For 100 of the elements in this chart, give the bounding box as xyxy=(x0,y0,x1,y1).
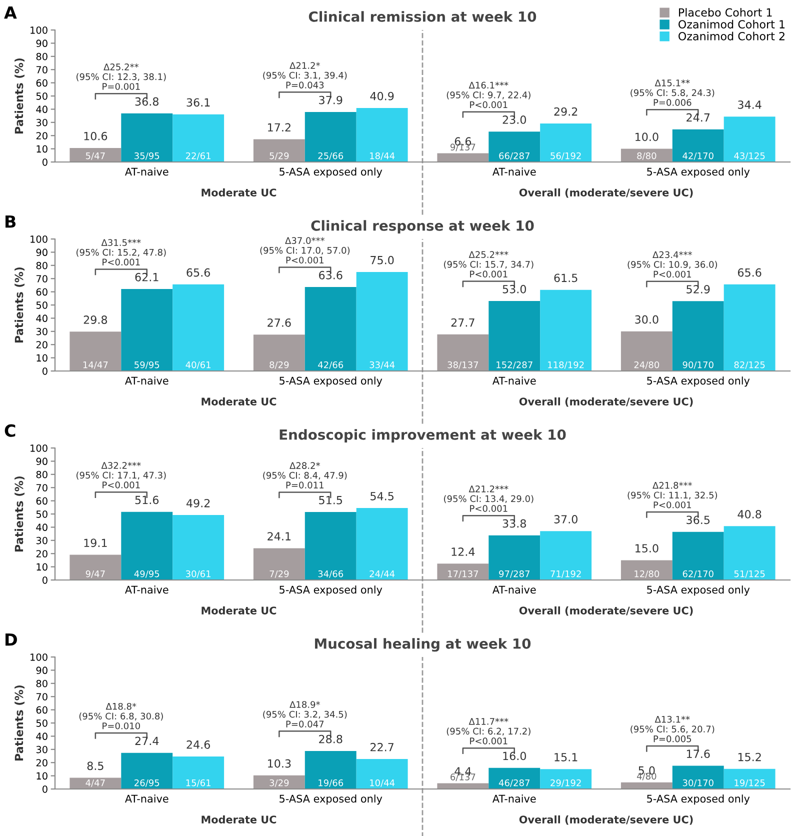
annotation: 9/137 xyxy=(450,144,476,152)
y-tick-label: 60 xyxy=(36,288,48,296)
data-label: 12.4 xyxy=(452,548,475,556)
annotation: 8/80 xyxy=(637,152,656,160)
bar xyxy=(540,123,592,162)
data-label: 63.6 xyxy=(319,270,342,280)
data-label: 23.0 xyxy=(502,116,526,124)
y-tick-label: 10 xyxy=(36,563,48,571)
annotation: 26/95 xyxy=(134,779,160,787)
x-tick-label: 5-ASA exposed only xyxy=(280,376,382,387)
annotation: Δ18.9* (95% CI: 3.2, 34.5) P=0.047 xyxy=(263,701,347,728)
x-tick-label: AT-naive xyxy=(492,168,536,176)
bar xyxy=(121,752,173,789)
annotation: 6/137 xyxy=(450,774,476,782)
bar xyxy=(724,768,776,789)
data-label: 19.1 xyxy=(84,538,107,548)
legend-label: Ozanimod Cohort 2 xyxy=(678,32,784,40)
x-tick-label: AT-naive xyxy=(124,586,168,594)
data-label: 17.2 xyxy=(268,123,290,132)
data-label: 51.6 xyxy=(135,496,159,504)
annotation: 5/29 xyxy=(270,152,289,160)
y-tick-label: 40 xyxy=(36,732,48,740)
bar xyxy=(356,759,408,789)
y-tick-label: 100 xyxy=(30,235,48,243)
x-tick-label: 5-ASA exposed only xyxy=(647,168,750,178)
y-tick-label: 70 xyxy=(36,693,48,700)
x-tick-label: 5-ASA exposed only xyxy=(647,794,750,805)
bar xyxy=(356,508,408,580)
bar xyxy=(437,153,489,162)
annotation: 35/95 xyxy=(134,152,160,160)
bar xyxy=(672,766,724,789)
y-tick-label: 80 xyxy=(36,680,48,688)
data-label: 29.2 xyxy=(554,107,578,116)
data-label: 54.5 xyxy=(370,492,394,500)
data-label: 16.0 xyxy=(503,752,526,760)
data-label: 24.7 xyxy=(686,113,710,122)
y-tick-label: 10 xyxy=(36,772,48,780)
annotation: Δ32.2*** (95% CI: 17.1, 47.3) P<0.001 xyxy=(76,462,166,488)
y-tick-label: 60 xyxy=(36,497,48,505)
text: Overall (moderate/severe UC) xyxy=(519,606,693,616)
data-label: 6.6 xyxy=(454,137,472,146)
bar xyxy=(121,113,173,162)
annotation: 3/29 xyxy=(270,779,289,787)
annotation: 25/66 xyxy=(318,152,344,160)
text: Overall (moderate/severe UC) xyxy=(519,188,693,198)
y-tick-label: 10 xyxy=(36,145,48,153)
annotation: 38/137 xyxy=(448,361,478,369)
data-label: 17.6 xyxy=(686,750,710,758)
bar xyxy=(540,531,592,580)
bar xyxy=(121,512,173,580)
annotation: 22/61 xyxy=(186,152,210,160)
annotation: 66/287 xyxy=(499,152,530,160)
y-axis-title: Patients (%) xyxy=(14,476,24,552)
annotation: Δ31.5*** (95% CI: 15.2, 47.8) P<0.001 xyxy=(76,239,166,266)
chart-title: Endoscopic improvement at week 10 xyxy=(280,429,566,443)
annotation: 42/66 xyxy=(318,361,344,369)
bar xyxy=(121,289,173,371)
text: Moderate UC xyxy=(202,815,276,824)
y-tick-label: 40 xyxy=(36,314,48,322)
y-tick-label: 0 xyxy=(42,158,48,166)
text: Overall (moderate/severe UC) xyxy=(519,815,693,825)
bar xyxy=(253,548,305,580)
text: B xyxy=(6,216,16,228)
bar xyxy=(253,775,305,789)
data-label: 27.4 xyxy=(135,736,159,745)
annotation: Δ23.4*** (95% CI: 10.9, 36.0) P<0.001 xyxy=(628,251,718,278)
data-label: 36.8 xyxy=(135,97,158,106)
annotation: 19/125 xyxy=(734,779,765,787)
data-label: 4.4 xyxy=(454,767,472,776)
annotation: 8/29 xyxy=(270,361,289,369)
bar xyxy=(488,301,540,371)
text: C xyxy=(4,424,16,437)
y-tick-label: 90 xyxy=(36,40,48,48)
data-label: 10.0 xyxy=(636,132,658,142)
bar xyxy=(172,756,224,789)
y-tick-label: 30 xyxy=(36,746,48,754)
annotation: 14/47 xyxy=(83,361,108,369)
annotation: 19/66 xyxy=(318,779,344,787)
y-tick-label: 60 xyxy=(36,706,48,714)
annotation: 12/80 xyxy=(634,570,660,578)
x-tick-label: AT-naive xyxy=(124,376,168,385)
annotation: Δ18.8* (95% CI: 6.8, 30.8) P=0.010 xyxy=(79,702,163,730)
data-label: 37.0 xyxy=(554,515,578,524)
x-tick-label: AT-naive xyxy=(492,586,536,594)
annotation: 152/287 xyxy=(496,361,532,369)
text: D xyxy=(6,634,17,646)
data-label: 40.9 xyxy=(370,92,394,100)
bar xyxy=(724,284,776,371)
data-label: 15.1 xyxy=(554,753,578,762)
y-tick-label: 70 xyxy=(36,484,48,492)
data-label: 49.2 xyxy=(186,498,210,508)
data-label: 30.0 xyxy=(635,315,658,324)
annotation: Δ21.2* (95% CI: 3.1, 39.4) P=0.043 xyxy=(263,62,347,88)
annotation: 46/287 xyxy=(498,779,530,787)
data-label: 40.8 xyxy=(738,510,762,518)
legend-label: Ozanimod Cohort 1 xyxy=(678,20,785,29)
annotation: 43/125 xyxy=(734,152,765,160)
chart-title: Mucosal healing at week 10 xyxy=(315,638,531,652)
bar xyxy=(70,332,122,371)
annotation: 49/95 xyxy=(134,570,160,578)
